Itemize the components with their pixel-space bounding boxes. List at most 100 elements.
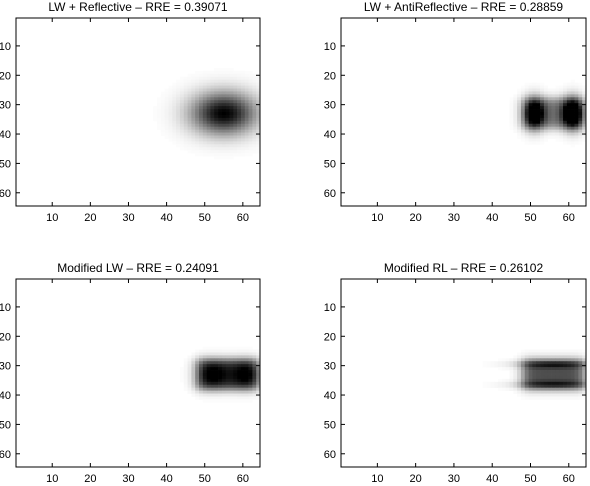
heatmap-cell [563,126,568,130]
heatmap-cell [199,141,204,145]
heatmap-cell [532,117,537,122]
heatmap-cell [210,76,215,81]
heatmap-cell [566,132,572,136]
heatmap-cell [168,132,173,136]
heatmap-cell [248,367,253,371]
heatmap-cell [248,112,253,116]
heatmap-cell [555,393,560,397]
heatmap-cell [582,123,587,128]
heatmap-cell [240,147,246,151]
heatmap-cell [536,373,541,377]
heatmap-cell [532,120,537,125]
heatmap-cell [199,373,204,377]
heatmap-cell [582,381,587,386]
heatmap-cell [229,141,234,145]
heatmap-cell [172,129,177,133]
heatmap-cell [528,88,533,92]
heatmap-cell [191,367,196,371]
heatmap-cell [566,114,572,119]
heatmap-cell [225,106,230,110]
heatmap-cell [237,138,242,142]
heatmap-cell [195,144,200,148]
heatmap-cell [566,384,572,389]
heatmap-cell [505,367,510,371]
heatmap-cell [218,120,223,125]
heatmap-cell [214,82,219,86]
heatmap-cell [225,390,230,394]
heatmap-cell [540,135,545,139]
heatmap-cell [509,100,514,104]
heatmap-cell [551,106,556,110]
heatmap-cell [218,126,223,130]
heatmap-cell [528,361,533,365]
heatmap-cell [199,85,204,89]
heatmap-cell [555,396,560,400]
heatmap-cell [524,364,529,368]
heatmap-cell [225,112,230,116]
heatmap-cell [199,94,204,98]
heatmap-cell [187,138,192,142]
heatmap-cell [524,378,529,383]
heatmap-cell [244,126,249,130]
y-tick-label: 60 [0,449,11,461]
heatmap-cell [252,109,257,113]
heatmap-cell [540,126,545,130]
heatmap-cell [168,91,173,95]
heatmap-cell [225,94,230,98]
heatmap-cell [252,79,257,83]
heatmap-cell [202,153,207,157]
heatmap-cell [536,82,541,86]
heatmap-cell [202,361,207,365]
heatmap-cell [183,123,188,128]
heatmap-cell [210,346,215,350]
heatmap-cell [214,97,219,101]
heatmap-cell [179,367,185,371]
heatmap-cell [540,393,545,397]
heatmap-cell [252,390,257,394]
heatmap-cell [555,132,560,136]
heatmap-cell [229,94,234,98]
heatmap-cell [225,70,230,75]
heatmap-cell [256,147,261,151]
heatmap-cell [574,352,579,356]
heatmap-cell [199,132,204,136]
heatmap-cell [513,126,518,130]
heatmap-cell [551,378,556,383]
heatmap-cell [244,370,249,374]
heatmap-cell [179,120,185,125]
heatmap-cell [199,126,204,130]
heatmap-cell [183,384,188,389]
heatmap-cell [218,91,223,95]
heatmap-cell [187,91,192,95]
heatmap-cell [559,114,564,119]
heatmap-cell [206,120,211,125]
heatmap-cell [218,381,223,386]
heatmap-cell [509,126,514,130]
heatmap-cell [547,387,552,391]
heatmap-cell [555,117,560,122]
heatmap-cell [225,135,230,139]
y-tick-label: 50 [324,419,336,431]
heatmap-cell [244,381,249,386]
heatmap-cell [536,106,541,110]
heatmap-cell [233,358,238,362]
heatmap-cell [555,103,560,107]
heatmap-cell [570,361,575,365]
heatmap-cell [540,120,545,125]
heatmap-cell [517,129,522,133]
heatmap-cell [237,100,242,104]
heatmap-cell [210,73,215,78]
heatmap-cell [256,109,261,113]
heatmap-cell [233,147,238,151]
heatmap-cell [206,126,211,130]
heatmap-cell [214,129,219,133]
heatmap-cell [578,85,583,89]
heatmap-cell [574,126,579,130]
heatmap-cell [517,112,522,116]
heatmap-cell [206,82,211,86]
heatmap-cell [517,106,522,110]
heatmap-cell [237,103,242,107]
heatmap-cell [555,367,560,371]
heatmap-cells [179,346,261,403]
